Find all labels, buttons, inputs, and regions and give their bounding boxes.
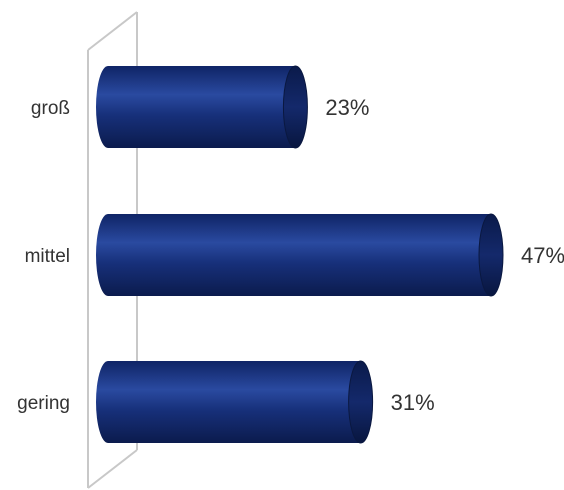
bar-end-cap [282, 65, 308, 149]
bar-body [96, 361, 361, 443]
bars-layer [96, 65, 504, 444]
bar-end-cap [348, 360, 374, 444]
labels-layer: groß 23% mittel 47% gering 31% [17, 95, 564, 415]
bar-1 [96, 65, 308, 149]
value-label: 23% [325, 95, 369, 120]
bar-body [96, 66, 296, 148]
category-label: mittel [25, 246, 70, 267]
bar-body [96, 214, 491, 296]
axis-wall-bottom-edge [87, 449, 138, 489]
bar-end-cap [478, 213, 504, 297]
bar-2 [96, 213, 504, 297]
value-label: 31% [391, 390, 435, 415]
value-label: 47% [521, 243, 564, 268]
category-label: gering [17, 393, 70, 414]
axis-wall-top-edge [87, 11, 138, 51]
category-label: groß [31, 98, 70, 119]
bar-3 [96, 360, 374, 444]
